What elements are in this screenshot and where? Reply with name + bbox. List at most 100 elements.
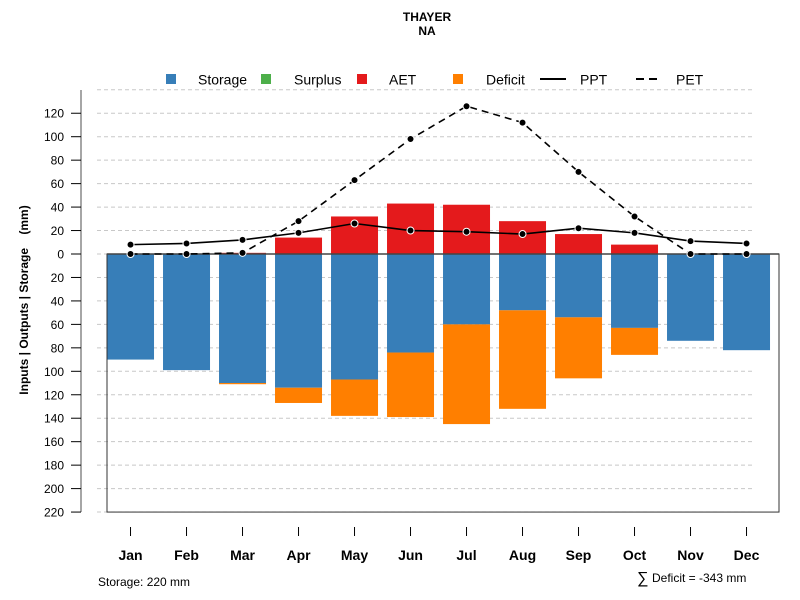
y-tick-label: 20 [51, 224, 65, 238]
legend-swatch-storage [166, 74, 176, 84]
y-tick-label: 140 [44, 412, 64, 426]
x-tick-label-may: May [341, 547, 368, 563]
bar-storage-dec [723, 254, 771, 351]
pet-point-oct [630, 212, 639, 221]
x-tick-label-jan: Jan [118, 547, 142, 563]
legend-label-ppt: PPT [580, 72, 608, 88]
bar-deficit-sep [555, 317, 603, 379]
bar-deficit-jul [443, 324, 491, 425]
y-tick-label: 20 [51, 271, 65, 285]
legend-label-storage: Storage [198, 72, 247, 88]
ppt-point-oct [630, 228, 639, 237]
bar-deficit-apr [275, 387, 323, 403]
y-tick-label: 40 [51, 201, 65, 215]
ppt-point-jun [406, 226, 415, 235]
y-tick-label: 80 [51, 341, 65, 355]
y-tick-label: 40 [51, 294, 65, 308]
ppt-point-jul [462, 227, 471, 236]
y-tick-label: 60 [51, 177, 65, 191]
x-tick-label-mar: Mar [230, 547, 255, 563]
ppt-point-feb [182, 239, 191, 248]
y-tick-label: 220 [44, 506, 64, 520]
x-tick-label-feb: Feb [174, 547, 199, 563]
legend-swatch-deficit [453, 74, 463, 84]
pet-point-sep [574, 167, 583, 176]
legend-label-surplus: Surplus [294, 72, 341, 88]
legend-label-aet: AET [389, 72, 417, 88]
bar-storage-jun [387, 254, 435, 353]
bar-storage-apr [275, 254, 323, 388]
ppt-point-sep [574, 224, 583, 233]
y-tick-label: 100 [44, 130, 64, 144]
y-tick-label: 80 [51, 154, 65, 168]
ppt-line [130, 222, 747, 246]
x-tick-label-sep: Sep [566, 547, 592, 563]
storage-capacity-note: Storage: 220 mm [98, 575, 190, 589]
x-tick-label-jul: Jul [456, 547, 476, 563]
bar-deficit-mar [219, 383, 267, 385]
pet-point-aug [518, 118, 527, 127]
pet-point-jun [406, 135, 415, 144]
pet-point-mar [238, 248, 247, 257]
ppt-point-may [350, 219, 359, 228]
bar-storage-sep [555, 254, 603, 318]
bar-deficit-jun [387, 352, 435, 418]
bar-deficit-oct [611, 327, 659, 355]
legend-label-pet: PET [676, 72, 704, 88]
pet-line [130, 105, 747, 255]
chart-subtitle: NA [418, 24, 436, 38]
x-tick-label-dec: Dec [734, 547, 760, 563]
series-lines [126, 102, 751, 258]
ppt-point-aug [518, 230, 527, 239]
legend-label-deficit: Deficit [486, 72, 525, 88]
pet-point-jan [126, 250, 135, 258]
bar-storage-aug [499, 254, 547, 311]
y-axis: 1201008060402002040608010012014016018020… [44, 90, 82, 520]
ppt-point-nov [686, 237, 695, 246]
x-tick-label-oct: Oct [623, 547, 647, 563]
pet-point-jul [462, 102, 471, 111]
ppt-point-jan [126, 240, 135, 249]
y-tick-label: 100 [44, 365, 64, 379]
x-tick-label-nov: Nov [677, 547, 704, 563]
ppt-point-apr [294, 228, 303, 237]
bar-storage-feb [163, 254, 211, 371]
bar-storage-may [331, 254, 379, 380]
bar-storage-nov [667, 254, 715, 341]
deficit-sum-symbol: ∑ [637, 570, 648, 587]
y-tick-label: 60 [51, 318, 65, 332]
x-tick-label-jun: Jun [398, 547, 423, 563]
pet-point-feb [182, 250, 191, 258]
bar-storage-mar [219, 254, 267, 384]
bar-aet-sep [555, 234, 603, 254]
y-tick-label: 120 [44, 388, 64, 402]
pet-point-dec [742, 250, 751, 258]
bar-deficit-aug [499, 310, 547, 409]
legend: Storage Surplus AET Deficit PPT PET [166, 72, 704, 88]
y-tick-label: 200 [44, 482, 64, 496]
bar-storage-oct [611, 254, 659, 328]
bar-deficit-may [331, 379, 379, 416]
y-tick-label: 180 [44, 459, 64, 473]
legend-swatch-aet [357, 74, 367, 84]
y-tick-label: 0 [57, 248, 64, 262]
y-axis-label: Inputs | Outputs | Storage (mm) [17, 205, 31, 394]
x-tick-label-apr: Apr [286, 547, 311, 563]
ppt-point-mar [238, 235, 247, 244]
pet-point-apr [294, 217, 303, 226]
x-tick-label-aug: Aug [509, 547, 536, 563]
pet-point-may [350, 176, 359, 185]
y-tick-label: 120 [44, 107, 64, 121]
chart-title: THAYER [403, 10, 452, 24]
pet-point-nov [686, 250, 695, 258]
y-tick-label: 160 [44, 435, 64, 449]
deficit-sum-note: Deficit = -343 mm [652, 571, 746, 585]
bars [107, 203, 771, 425]
bar-storage-jul [443, 254, 491, 325]
legend-swatch-surplus [261, 74, 271, 84]
bar-aet-apr [275, 237, 323, 254]
x-axis: Jan Feb Mar Apr May Jun Jul Aug Sep Oct Nov Dec [118, 527, 760, 563]
bar-storage-jan [107, 254, 155, 360]
bar-aet-oct [611, 244, 659, 254]
